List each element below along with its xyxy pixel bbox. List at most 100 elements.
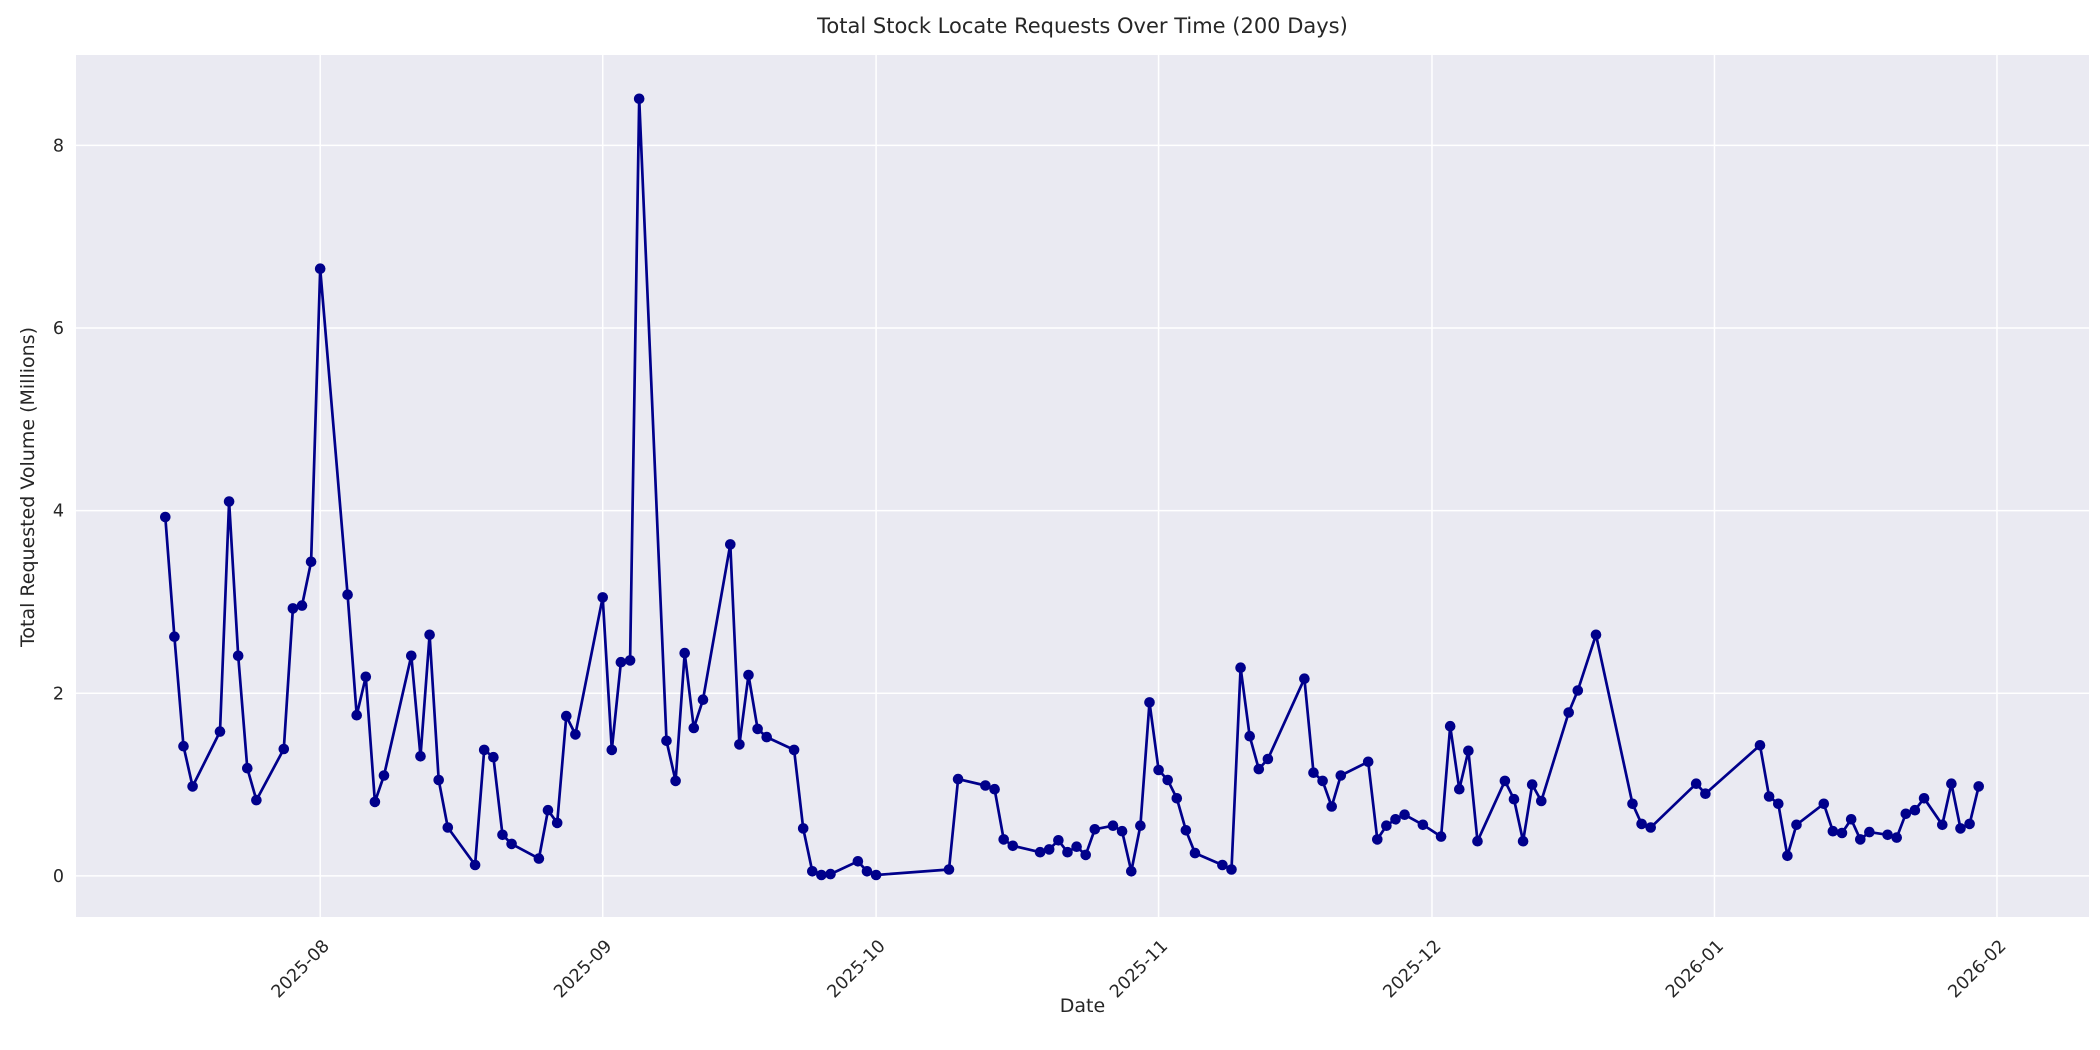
data-point-marker (223, 496, 235, 507)
data-point-marker (1627, 798, 1638, 810)
data-point-marker (242, 762, 253, 774)
y-tick-label: 0 (53, 867, 64, 887)
data-point-marker (1043, 844, 1055, 855)
data-point-marker (788, 744, 800, 756)
data-point-marker (1973, 781, 1984, 792)
data-point-marker (624, 655, 636, 666)
data-point-marker (251, 794, 262, 806)
data-point-marker (1572, 685, 1584, 696)
data-point-marker (825, 868, 836, 880)
data-point-marker (1417, 819, 1429, 831)
data-point-marker (1135, 820, 1146, 831)
data-point-marker (1882, 829, 1893, 841)
data-point-marker (597, 592, 608, 603)
data-point-marker (351, 709, 363, 721)
y-tick-label: 2 (53, 684, 64, 704)
data-point-marker (1381, 820, 1392, 831)
data-point-marker (178, 740, 189, 752)
data-point-marker (816, 869, 827, 881)
data-point-marker (1891, 832, 1902, 843)
data-point-marker (478, 744, 490, 756)
data-point-marker (725, 539, 736, 550)
data-point-marker (943, 864, 955, 875)
data-point-marker (1690, 778, 1702, 789)
data-point-marker (1472, 835, 1483, 847)
data-point-marker (1499, 775, 1511, 787)
x-tick-label: 2025-11 (1106, 936, 1172, 1002)
data-point-marker (1845, 814, 1857, 825)
data-point-marker (1754, 740, 1766, 751)
data-point-marker (797, 823, 809, 834)
data-point-marker (1007, 840, 1019, 852)
x-tick-label: 2025-09 (550, 936, 616, 1002)
data-point-marker (369, 796, 381, 808)
data-point-marker (1864, 826, 1875, 838)
plot-background (76, 55, 2089, 917)
data-point-marker (1763, 791, 1775, 802)
data-point-marker (1645, 822, 1656, 833)
chart-title: Total Stock Locate Requests Over Time (2… (817, 14, 1348, 38)
data-point-marker (278, 743, 290, 755)
data-point-marker (533, 853, 545, 864)
data-point-marker (980, 780, 991, 791)
data-point-marker (1244, 730, 1255, 742)
data-point-marker (989, 783, 1000, 795)
data-point-marker (1162, 774, 1173, 786)
data-point-marker (1836, 827, 1848, 839)
data-point-marker (160, 511, 171, 523)
data-point-marker (807, 866, 818, 877)
data-point-marker (1317, 775, 1328, 787)
data-point-marker (1217, 859, 1228, 871)
y-tick-label: 4 (53, 502, 64, 522)
data-point-marker (661, 735, 672, 747)
data-point-marker (1144, 697, 1155, 708)
data-point-marker (415, 751, 426, 762)
data-point-marker (1390, 814, 1401, 825)
data-point-marker (1253, 763, 1265, 775)
data-point-marker (1080, 849, 1091, 861)
data-point-marker (752, 723, 763, 735)
data-point-marker (1071, 841, 1082, 852)
data-point-marker (1955, 823, 1966, 834)
data-point-marker (497, 829, 508, 841)
data-point-marker (232, 650, 244, 662)
data-point-marker (1107, 820, 1119, 831)
data-point-marker (1362, 756, 1374, 768)
data-point-marker (1053, 835, 1064, 846)
data-point-marker (852, 856, 864, 867)
data-point-marker (570, 729, 581, 740)
data-point-marker (761, 731, 772, 743)
data-point-marker (1791, 819, 1802, 831)
data-point-marker (1700, 788, 1711, 799)
data-point-marker (433, 774, 445, 786)
data-point-marker (952, 773, 964, 785)
data-point-marker (1773, 798, 1784, 810)
data-point-marker (679, 647, 690, 659)
data-point-marker (1126, 866, 1137, 877)
x-axis-label: Date (1059, 995, 1106, 1017)
data-point-marker (342, 589, 353, 600)
data-point-marker (506, 838, 517, 850)
data-point-marker (1180, 825, 1192, 836)
data-point-marker (1435, 831, 1447, 842)
data-point-marker (1034, 846, 1046, 858)
data-point-marker (561, 710, 572, 722)
data-point-marker (1636, 818, 1647, 830)
data-point-marker (1062, 846, 1073, 858)
data-point-marker (688, 722, 700, 734)
data-point-marker (1444, 720, 1456, 732)
data-point-marker (1517, 835, 1529, 847)
data-point-marker (542, 804, 554, 816)
data-point-marker (1900, 808, 1912, 820)
data-point-marker (861, 866, 873, 877)
data-point-marker (998, 834, 1009, 845)
data-point-marker (214, 726, 226, 737)
data-point-marker (1235, 662, 1246, 673)
x-tick-label: 2025-10 (824, 936, 890, 1002)
x-tick-label: 2025-08 (268, 936, 334, 1002)
data-point-marker (1536, 795, 1547, 807)
data-point-marker (1262, 753, 1274, 765)
data-point-marker (1946, 778, 1957, 789)
data-point-marker (1563, 707, 1574, 718)
